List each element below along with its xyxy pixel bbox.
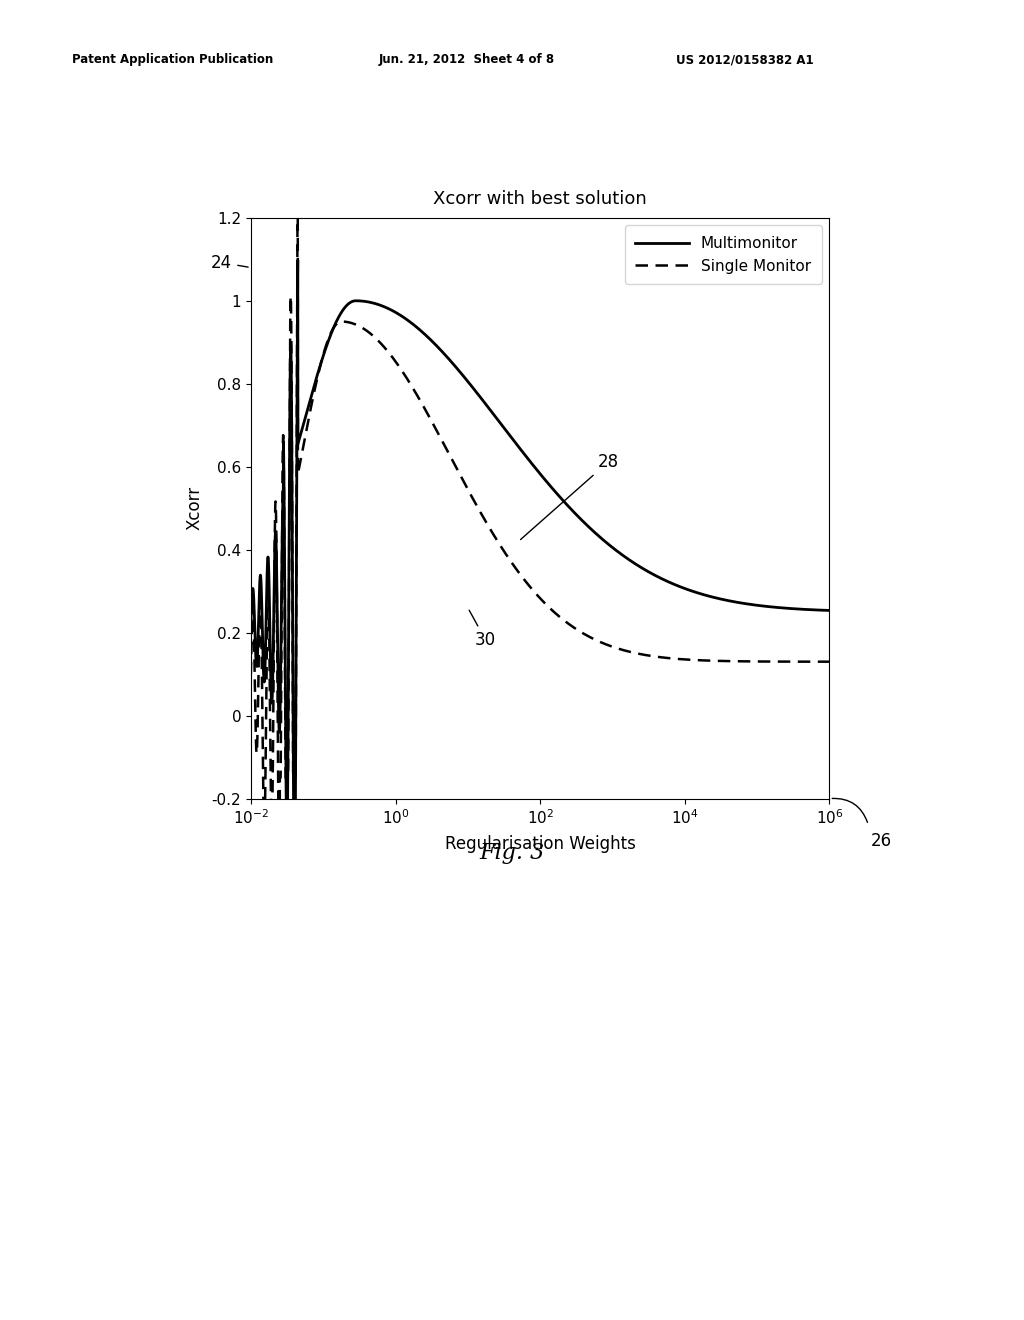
Line: Multimonitor: Multimonitor	[251, 260, 829, 896]
Y-axis label: Xcorr: Xcorr	[185, 486, 203, 531]
Multimonitor	[666, 576, 678, 591]
X-axis label: Regularisation Weights: Regularisation Weights	[444, 836, 636, 853]
Multimonitor	[292, 252, 304, 268]
Single Monitor	[666, 651, 678, 667]
Single Monitor	[806, 653, 818, 669]
Single Monitor	[245, 667, 257, 682]
Single Monitor	[520, 574, 532, 590]
Single Monitor	[273, 869, 286, 884]
Text: US 2012/0158382 A1: US 2012/0158382 A1	[676, 53, 813, 66]
Multimonitor	[245, 616, 257, 632]
Text: 30: 30	[469, 610, 497, 649]
Single Monitor	[292, 160, 304, 176]
Single Monitor	[493, 536, 505, 552]
Text: Fig. 3: Fig. 3	[479, 842, 545, 865]
Text: Jun. 21, 2012  Sheet 4 of 8: Jun. 21, 2012 Sheet 4 of 8	[379, 53, 555, 66]
Multimonitor	[520, 449, 532, 465]
Text: 28: 28	[520, 453, 620, 540]
Text: 24: 24	[211, 253, 248, 272]
Line: Single Monitor: Single Monitor	[251, 168, 829, 876]
Legend: Multimonitor, Single Monitor: Multimonitor, Single Monitor	[625, 226, 822, 285]
Multimonitor	[777, 601, 790, 616]
Single Monitor	[823, 653, 836, 669]
Text: Patent Application Publication: Patent Application Publication	[72, 53, 273, 66]
Text: 26: 26	[870, 832, 892, 850]
Multimonitor	[806, 602, 818, 618]
Multimonitor	[488, 408, 501, 424]
Single Monitor	[488, 528, 501, 544]
Title: Xcorr with best solution: Xcorr with best solution	[433, 190, 647, 209]
Multimonitor	[289, 888, 301, 904]
Single Monitor	[777, 653, 790, 669]
Multimonitor	[823, 602, 836, 618]
Multimonitor	[493, 413, 505, 429]
